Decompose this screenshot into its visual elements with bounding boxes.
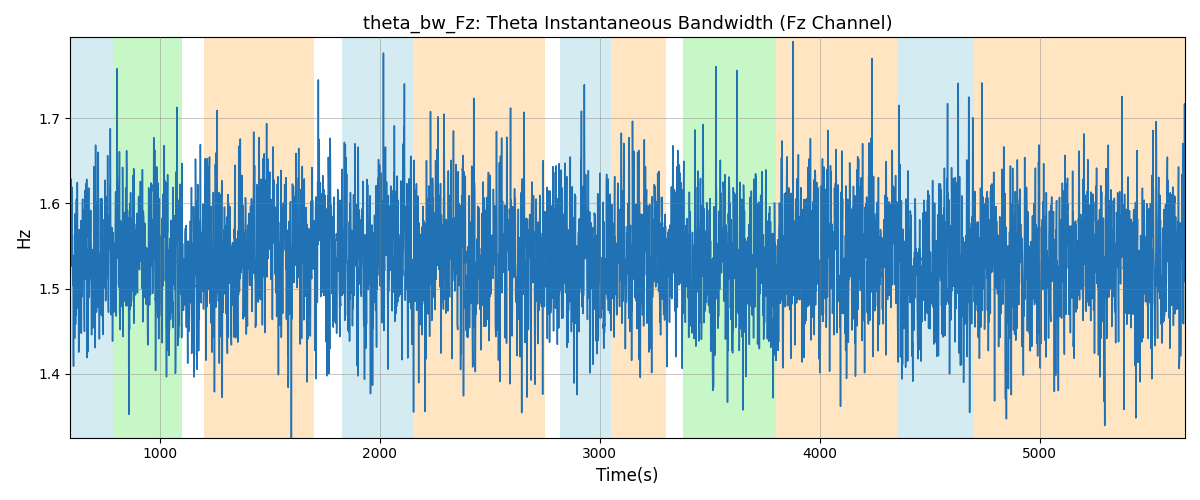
Bar bbox=[71, 38, 113, 438]
Bar bbox=[113, 38, 181, 438]
Bar bbox=[896, 38, 973, 438]
X-axis label: Time(s): Time(s) bbox=[596, 467, 659, 485]
Title: theta_bw_Fz: Theta Instantaneous Bandwidth (Fz Channel): theta_bw_Fz: Theta Instantaneous Bandwid… bbox=[362, 15, 893, 34]
Bar bbox=[973, 38, 1184, 438]
Bar bbox=[342, 38, 413, 438]
Bar bbox=[204, 38, 313, 438]
Bar bbox=[611, 38, 666, 438]
Y-axis label: Hz: Hz bbox=[14, 227, 32, 248]
Bar bbox=[560, 38, 611, 438]
Bar bbox=[683, 38, 775, 438]
Bar bbox=[775, 38, 896, 438]
Bar bbox=[413, 38, 545, 438]
